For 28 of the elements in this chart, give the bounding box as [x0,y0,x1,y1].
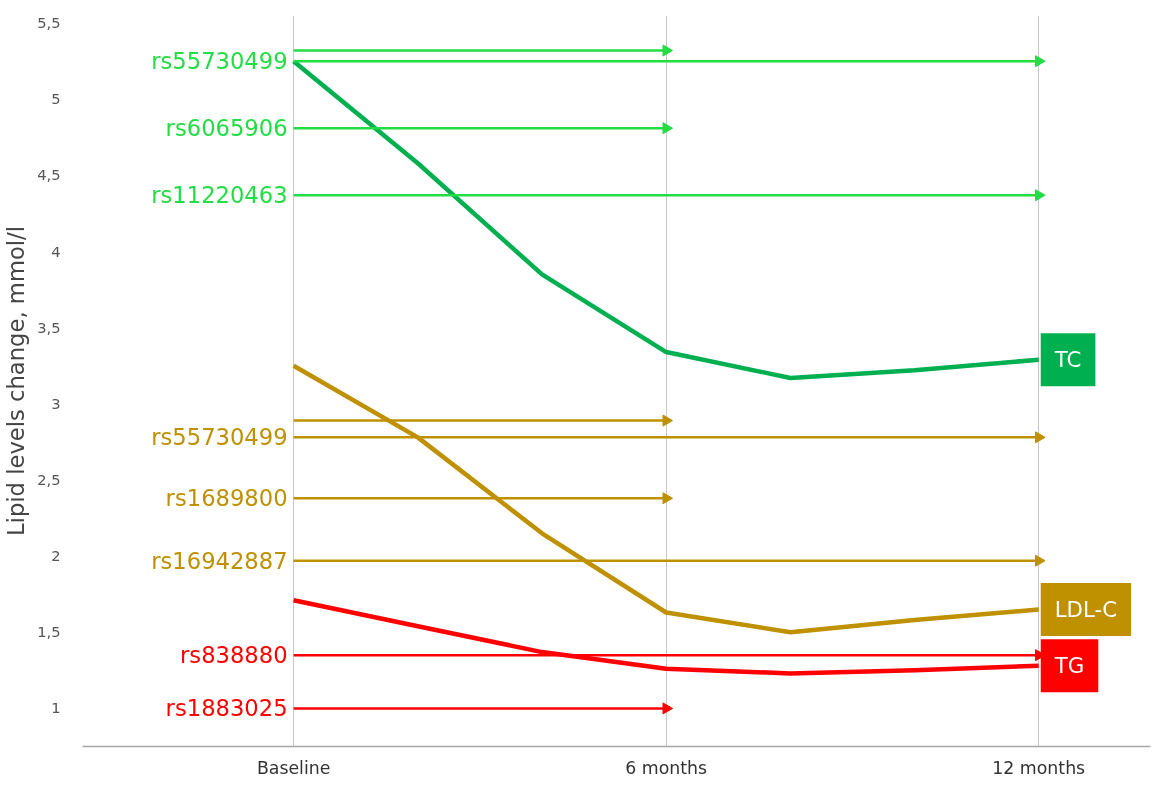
x-tick-label: Baseline [256,757,331,778]
series-label: rs11220463 [151,182,288,209]
series-label: rs55730499 [151,424,288,451]
y-tick-label: 2,5 [37,470,61,488]
y-tick-label: 4,5 [37,166,61,184]
series-label: TG [1053,653,1085,679]
y-axis-title: Lipid levels change, mmol/l [3,225,30,537]
x-tick-label: 12 months [992,757,1086,778]
series-label: TC [1053,347,1082,373]
y-tick-label: 5 [51,90,61,108]
series-label: LDL-C [1054,596,1118,622]
line-series [291,598,1041,676]
series-label: rs55730499 [151,48,288,75]
line-series [291,363,1041,635]
y-tick-label: 3 [51,394,61,412]
y-tick-label: 3,5 [37,318,61,336]
line-series [291,58,1041,381]
y-tick-label: 4 [51,242,61,260]
series-label: rs1689800 [165,485,288,512]
series-label: rs16942887 [151,547,288,574]
series-label: rs6065906 [165,115,288,142]
y-tick-label: 5,5 [37,14,61,32]
series-label: rs1883025 [165,695,288,722]
x-tick-label: 6 months [625,757,708,778]
series-label: rs838880 [180,642,288,669]
y-tick-label: 1,5 [37,623,61,641]
y-tick-label: 2 [51,547,61,565]
y-tick-label: 1 [51,699,61,717]
